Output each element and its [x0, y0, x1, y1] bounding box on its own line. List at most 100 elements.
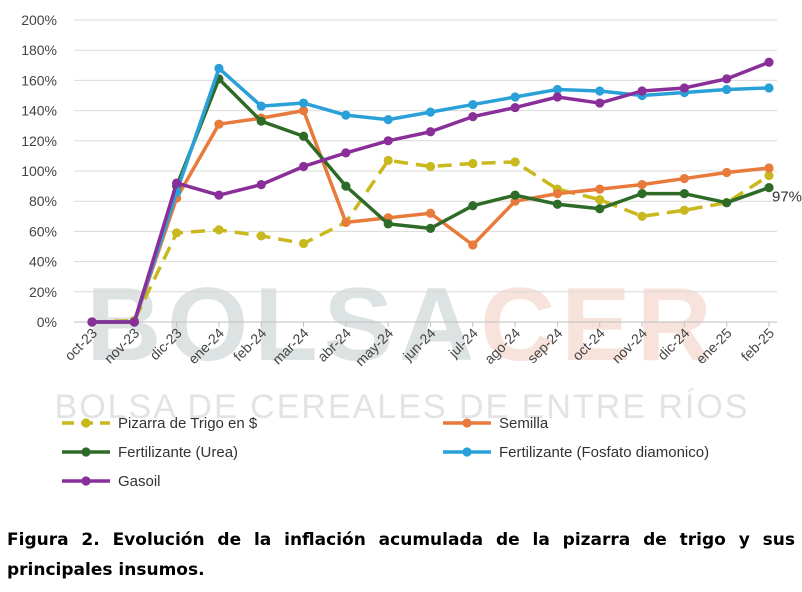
data-point	[764, 183, 774, 193]
legend-label: Gasoil	[118, 473, 161, 490]
data-point	[468, 240, 478, 250]
data-point	[637, 189, 647, 199]
data-point	[764, 170, 774, 181]
y-tick-label: 140%	[21, 103, 57, 119]
watermark-subtitle: BOLSA DE CEREALES DE ENTRE RÍOS	[55, 388, 750, 426]
data-point	[298, 98, 309, 108]
data-point	[722, 74, 732, 84]
watermark-part1: BOLSA	[86, 267, 480, 383]
data-point	[468, 112, 478, 122]
data-point	[214, 225, 224, 235]
data-point	[595, 98, 605, 108]
figure-caption: Figura 2. Evolución de la inflación acum…	[7, 530, 795, 580]
y-tick-label: 40%	[29, 254, 57, 270]
y-tick-label: 20%	[29, 284, 57, 300]
data-point	[256, 231, 266, 241]
legend-label: Fertilizante (Urea)	[118, 444, 238, 461]
data-point	[552, 189, 563, 199]
data-point	[468, 158, 478, 169]
series-line	[91, 158, 770, 324]
watermark-logo: BOLSACER	[86, 267, 718, 383]
data-point	[552, 199, 563, 209]
watermark: BOLSACER BOLSA DE CEREALES DE ENTRE RÍOS	[55, 267, 750, 426]
data-point	[341, 181, 351, 191]
data-point	[341, 148, 351, 158]
legend-label: Fertilizante (Fosfato diamonico)	[499, 444, 709, 461]
y-axis-ticks: 0% 20% 40% 60% 80% 100% 120% 140% 160% 180% 200%	[21, 12, 57, 330]
legend-item: Fertilizante (Fosfato diamonico)	[443, 444, 709, 461]
legend: Pizarra de Trigo en $ Semilla Fertilizante…	[62, 415, 709, 490]
data-point	[383, 136, 393, 146]
data-point	[468, 99, 478, 110]
data-point	[510, 157, 520, 167]
data-point	[510, 92, 520, 102]
data-label: 97%	[772, 189, 802, 206]
data-point	[214, 119, 224, 129]
series-gasoil	[87, 57, 774, 327]
data-point	[679, 205, 689, 215]
data-point	[214, 190, 224, 200]
data-point	[764, 163, 774, 173]
legend-marker	[462, 418, 472, 428]
y-tick-label: 200%	[21, 12, 57, 28]
series-lines	[87, 57, 774, 327]
data-point	[637, 86, 647, 96]
data-point	[722, 198, 732, 208]
data-point	[595, 184, 605, 194]
gridlines	[74, 19, 777, 323]
legend-marker	[81, 418, 91, 428]
data-point	[679, 189, 689, 199]
data-point	[595, 204, 605, 214]
data-point	[595, 195, 605, 205]
data-point	[425, 161, 436, 172]
data-point	[595, 86, 605, 96]
data-point	[298, 131, 309, 141]
legend-item: Semilla	[443, 415, 549, 432]
y-tick-label: 80%	[29, 193, 57, 209]
data-point	[298, 238, 309, 249]
data-point	[510, 102, 520, 113]
data-point	[298, 161, 309, 172]
y-tick-label: 100%	[21, 163, 57, 179]
legend-label: Semilla	[499, 415, 549, 432]
data-point	[468, 201, 478, 211]
data-point	[679, 83, 689, 93]
legend-label: Pizarra de Trigo en $	[118, 415, 258, 432]
y-tick-label: 180%	[21, 42, 57, 58]
data-point	[552, 84, 563, 95]
data-point	[764, 83, 774, 93]
data-point	[722, 84, 732, 95]
data-point	[425, 127, 436, 137]
legend-marker	[462, 447, 472, 457]
y-tick-label: 120%	[21, 133, 57, 149]
legend-marker	[81, 476, 91, 486]
data-point	[637, 179, 647, 190]
data-point	[637, 211, 647, 221]
data-point	[214, 63, 224, 73]
data-point	[87, 317, 97, 327]
data-point	[552, 92, 563, 102]
data-point	[256, 101, 266, 111]
data-point	[172, 228, 182, 238]
data-point	[722, 167, 732, 178]
legend-item: Fertilizante (Urea)	[62, 444, 238, 461]
legend-marker	[81, 447, 91, 457]
data-point	[383, 155, 393, 166]
data-point	[764, 57, 774, 67]
data-point	[172, 178, 182, 188]
y-tick-label: 0%	[37, 314, 57, 330]
data-point	[129, 317, 139, 327]
data-point	[383, 219, 393, 229]
data-point	[298, 106, 309, 116]
legend-item: Gasoil	[62, 473, 161, 490]
data-point	[256, 179, 266, 190]
data-point	[341, 217, 351, 227]
line-chart: BOLSACER BOLSA DE CEREALES DE ENTRE RÍOS…	[21, 12, 802, 490]
data-point	[383, 115, 393, 125]
y-tick-label: 60%	[29, 223, 57, 239]
data-point	[679, 173, 689, 184]
data-point	[425, 107, 436, 117]
annotations: 97%	[772, 189, 802, 206]
legend-item: Pizarra de Trigo en $	[62, 415, 258, 432]
data-point	[341, 110, 351, 120]
